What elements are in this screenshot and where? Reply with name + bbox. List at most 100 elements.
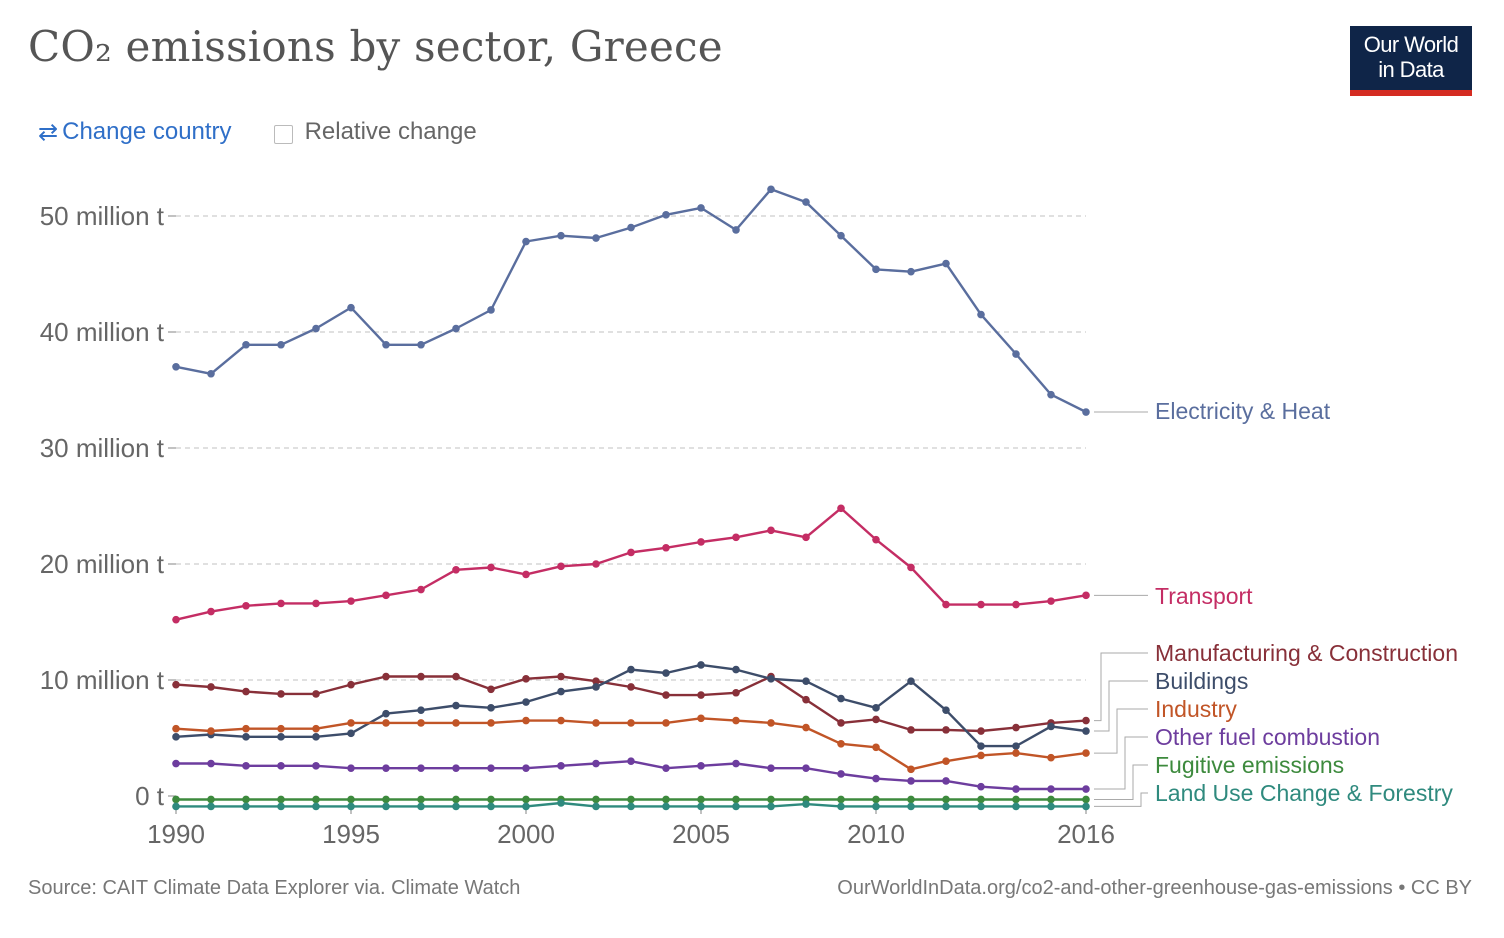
data-point	[487, 685, 495, 694]
credit-link[interactable]: OurWorldInData.org/co2-and-other-greenho…	[837, 877, 1472, 899]
data-point	[312, 802, 320, 811]
chart-title: CO₂ emissions by sector, Greece	[28, 22, 723, 71]
data-point	[627, 719, 635, 727]
data-point	[347, 764, 355, 772]
data-point	[697, 691, 705, 699]
data-point	[347, 597, 355, 605]
data-point	[697, 204, 705, 212]
data-point	[1047, 390, 1055, 399]
data-point	[977, 727, 985, 735]
data-point	[662, 543, 670, 552]
legend-connector	[1094, 792, 1148, 807]
data-point	[697, 661, 705, 669]
series-line	[175, 188, 1087, 414]
data-point	[977, 795, 985, 804]
change-country-label: Change country	[62, 118, 232, 145]
data-point	[487, 306, 495, 314]
y-axis-ticks: 0 t 10 million t 20 million t 30 million t 4…	[40, 201, 176, 811]
logo-line-2: in Data	[1378, 57, 1444, 82]
data-point	[347, 729, 355, 738]
x-tick-label: 1995	[322, 819, 380, 849]
data-point	[557, 687, 565, 696]
data-point	[277, 762, 285, 770]
data-point	[522, 716, 530, 725]
data-point	[1082, 749, 1090, 757]
data-point	[242, 762, 250, 770]
data-point	[312, 324, 320, 333]
data-point	[242, 733, 250, 741]
data-point	[452, 324, 460, 333]
data-point	[207, 683, 215, 691]
data-point	[1047, 753, 1055, 762]
data-point	[312, 690, 320, 698]
data-point	[732, 795, 740, 804]
data-point	[452, 795, 460, 804]
legend-label: Land Use Change & Forestry	[1155, 780, 1453, 806]
data-point	[732, 533, 740, 542]
data-point	[1082, 795, 1090, 804]
data-point	[1047, 597, 1055, 605]
legend-label: Industry	[1155, 696, 1237, 722]
data-point	[942, 757, 950, 765]
relative-change-label: Relative change	[304, 118, 477, 145]
data-point	[452, 719, 460, 727]
data-point	[1082, 802, 1090, 811]
owid-logo[interactable]: Our World in Data	[1350, 26, 1472, 96]
data-point	[627, 548, 635, 557]
legend-label: Fugitive emissions	[1155, 752, 1344, 778]
data-point	[837, 740, 845, 748]
swap-arrows-icon: ⇄	[38, 118, 59, 146]
data-point	[802, 764, 810, 772]
data-point	[592, 677, 600, 685]
data-point	[837, 719, 845, 727]
data-point	[872, 265, 880, 274]
data-point	[522, 764, 530, 772]
data-point	[942, 777, 950, 785]
data-point	[592, 795, 600, 804]
data-point	[417, 585, 425, 594]
data-point	[942, 259, 950, 268]
data-point	[277, 690, 285, 698]
data-point	[697, 714, 705, 723]
data-point	[487, 764, 495, 772]
data-point	[627, 802, 635, 811]
data-point	[872, 774, 880, 783]
data-point	[487, 802, 495, 811]
data-point	[557, 716, 565, 725]
data-point	[732, 226, 740, 234]
data-point	[1047, 722, 1055, 731]
data-point	[557, 672, 565, 681]
data-point	[1012, 742, 1020, 750]
data-point	[1012, 749, 1020, 757]
series-fugitive-emissions	[172, 795, 1090, 804]
data-point	[907, 726, 915, 734]
data-point	[242, 795, 250, 804]
data-point	[417, 802, 425, 811]
data-point	[627, 223, 635, 232]
data-point	[557, 562, 565, 571]
relative-change-toggle[interactable]: Relative change	[273, 118, 477, 146]
data-point	[522, 698, 530, 706]
legend-connector	[1094, 764, 1148, 800]
data-point	[802, 723, 810, 732]
change-country-button[interactable]: ⇄ Change country	[38, 118, 232, 147]
data-point	[942, 706, 950, 714]
data-point	[872, 704, 880, 712]
data-point	[662, 719, 670, 727]
y-tick-label: 0 t	[135, 781, 165, 811]
data-point	[242, 724, 250, 733]
data-point	[277, 340, 285, 349]
x-tick-label: 2000	[497, 819, 555, 849]
x-tick-label: 2016	[1057, 819, 1115, 849]
data-point	[277, 599, 285, 608]
series-lines	[172, 185, 1090, 811]
relative-change-checkbox[interactable]	[273, 124, 293, 144]
legend-connector	[1094, 652, 1148, 722]
data-point	[767, 795, 775, 804]
logo-accent-stripe	[1350, 90, 1472, 96]
data-point	[697, 538, 705, 546]
data-point	[347, 719, 355, 727]
legend: Electricity & Heat Transport Manufacturing…	[1094, 398, 1458, 807]
data-point	[242, 601, 250, 610]
